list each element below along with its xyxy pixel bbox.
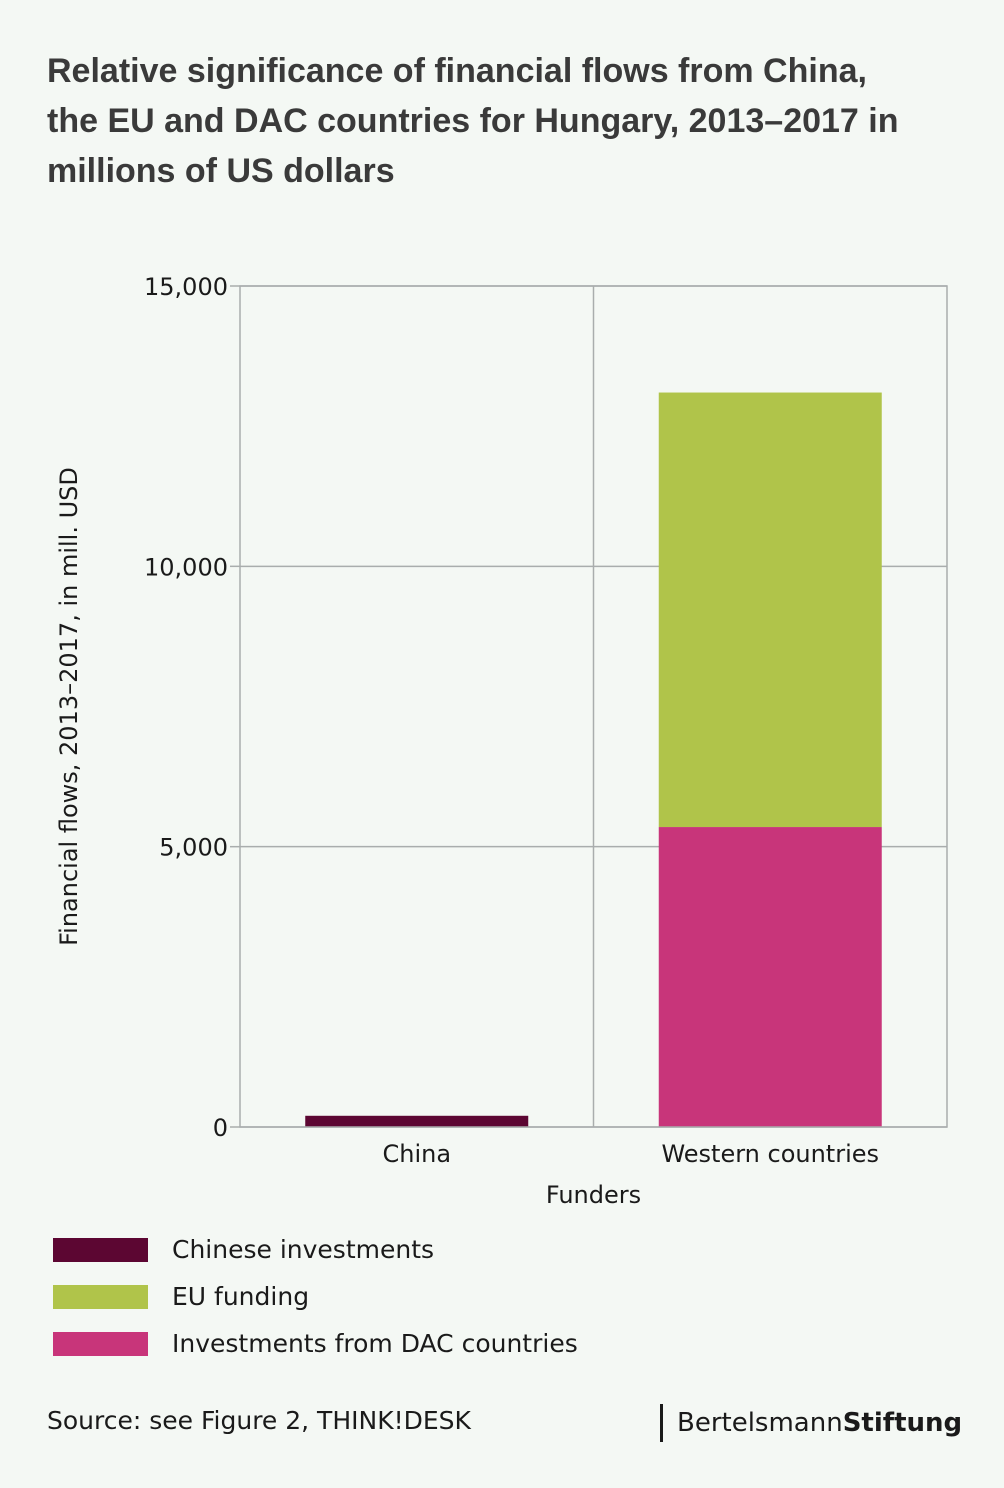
legend-label: Chinese investments — [172, 1235, 435, 1264]
legend-label: EU funding — [172, 1282, 310, 1311]
title-line-2: the EU and DAC countries for Hungary, 20… — [47, 102, 899, 140]
source-note: Source: see Figure 2, THINK!DESK — [47, 1406, 471, 1435]
legend-item-dac-investments: Investments from DAC countries — [53, 1320, 578, 1367]
bar-chart: 0 5,000 10,000 15,000 China Western countrie… — [55, 273, 948, 1209]
legend-swatch — [53, 1284, 148, 1309]
legend-swatch — [53, 1331, 148, 1356]
y-tick-labels: 0 5,000 10,000 15,000 — [144, 273, 240, 1142]
bar-chinese-investments — [305, 1115, 529, 1127]
y-axis-title: Financial flows, 2013–2017, in mill. USD — [55, 467, 83, 946]
legend: Chinese investments EU funding Investmen… — [53, 1226, 578, 1367]
chart-title: Relative significance of financial flows… — [47, 46, 967, 196]
x-axis-title: Funders — [546, 1181, 641, 1209]
title-line-1: Relative significance of financial flows… — [47, 52, 867, 90]
plot-border — [239, 285, 948, 1128]
y-tick-label: 5,000 — [159, 834, 228, 862]
legend-swatch — [53, 1237, 148, 1262]
brand-logo: BertelsmannStiftung — [660, 1404, 962, 1442]
y-tick-label: 15,000 — [144, 273, 228, 301]
bars — [305, 392, 882, 1127]
y-tick-label: 10,000 — [144, 553, 228, 581]
title-line-3: millions of US dollars — [47, 152, 395, 190]
x-tick-labels: China Western countries — [382, 1140, 879, 1168]
brand-name-regular: Bertelsmann — [677, 1408, 843, 1438]
x-tick-label: Western countries — [661, 1140, 879, 1168]
bar-investments-from-dac-countries — [658, 827, 882, 1127]
bar-eu-funding — [658, 392, 882, 828]
brand-name-bold: Stiftung — [842, 1408, 963, 1438]
y-tick-label: 0 — [213, 1114, 228, 1142]
legend-item-eu-funding: EU funding — [53, 1273, 578, 1320]
legend-item-chinese-investments: Chinese investments — [53, 1226, 578, 1273]
plot-frame — [239, 285, 948, 1128]
x-tick-label: China — [382, 1140, 451, 1168]
legend-label: Investments from DAC countries — [172, 1329, 578, 1358]
